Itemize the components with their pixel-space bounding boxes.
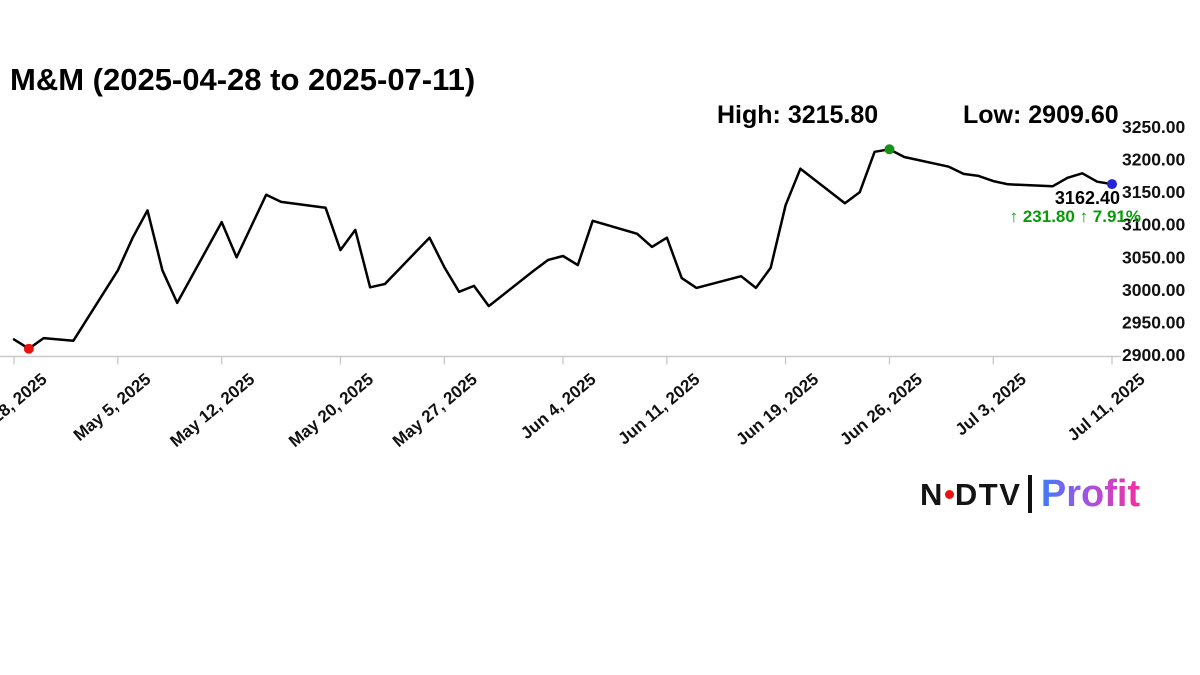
logo-red-dot-icon: [944, 490, 954, 500]
last-marker-dot: [1107, 179, 1117, 190]
x-axis-tick-label: Jun 4, 2025: [517, 370, 599, 443]
y-axis-tick-label: 3050.00: [1122, 247, 1186, 267]
y-axis-tick-label: 3100.00: [1122, 215, 1186, 235]
ndtv-letter-n: N: [920, 476, 944, 512]
price-line: [12, 148, 1114, 350]
logo-separator: [1028, 475, 1032, 513]
page-title: M&M (2025-04-28 to 2025-07-11): [10, 62, 476, 97]
x-axis-tick-label: Jul 11, 2025: [1064, 370, 1149, 445]
last-price-label: 3162.40: [1055, 188, 1120, 208]
price-change-label: ↑ 231.80 ↑ 7.91%: [1010, 207, 1141, 226]
high-marker-dot: [884, 144, 895, 155]
y-axis-tick-label: 3150.00: [1122, 182, 1186, 202]
x-axis-tick-label: Jul 3, 2025: [952, 370, 1030, 440]
y-axis-tick-label: 2950.00: [1122, 312, 1186, 332]
profit-wordmark: Profit: [1040, 473, 1141, 515]
x-axis-tick-label: May 12, 2025: [166, 370, 258, 451]
low-value-label: Low: 2909.60: [963, 101, 1119, 129]
x-axis-tick-label: May 20, 2025: [285, 370, 377, 451]
x-axis-tick-label: Apr 28, 2025: [0, 370, 51, 449]
x-axis-tick-label: Jun 26, 2025: [836, 370, 926, 450]
x-axis-tick-label: Jun 19, 2025: [732, 370, 822, 450]
y-axis-tick-label: 3200.00: [1122, 150, 1186, 170]
y-axis-tick-label: 2900.00: [1122, 345, 1186, 365]
y-axis-tick-label: 3000.00: [1122, 280, 1186, 300]
y-axis-tick-label: 3250.00: [1122, 117, 1186, 137]
low-marker-dot: [23, 343, 34, 354]
x-axis-tick-label: May 5, 2025: [70, 370, 155, 445]
ndtv-letters-dtv: DTV: [954, 476, 1022, 512]
high-value-label: High: 3215.80: [717, 101, 879, 129]
x-axis-tick-label: May 27, 2025: [389, 370, 481, 451]
ndtv-wordmark: N DTV: [920, 479, 1021, 510]
x-axis-tick-label: Jun 11, 2025: [614, 370, 703, 449]
ndtv-profit-logo: N DTV Profit: [920, 472, 1140, 516]
